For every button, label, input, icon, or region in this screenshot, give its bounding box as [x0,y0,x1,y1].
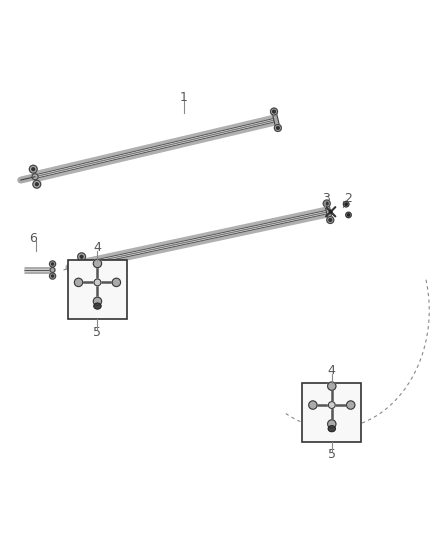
Circle shape [83,270,86,273]
Polygon shape [325,203,332,221]
Circle shape [51,263,54,265]
Text: 5: 5 [93,326,102,338]
Circle shape [328,402,335,408]
Circle shape [346,401,355,409]
Circle shape [51,275,54,277]
Text: 1: 1 [180,91,188,104]
Bar [68,260,127,319]
Text: 4: 4 [94,241,101,254]
Text: 2: 2 [344,192,352,205]
Text: 4: 4 [328,364,336,377]
Circle shape [29,165,37,173]
Text: 6: 6 [29,231,37,245]
Circle shape [271,108,278,115]
Ellipse shape [328,426,336,432]
Circle shape [94,279,101,286]
Polygon shape [272,111,280,128]
Circle shape [272,110,276,113]
Circle shape [32,168,35,171]
Circle shape [309,401,317,409]
Circle shape [93,297,102,305]
Circle shape [78,253,85,261]
Circle shape [112,278,120,287]
Circle shape [346,212,351,217]
Circle shape [74,278,83,287]
Circle shape [49,261,56,267]
Circle shape [80,255,83,258]
Circle shape [80,261,86,268]
Circle shape [325,202,328,205]
Circle shape [343,201,349,207]
Circle shape [329,211,332,213]
Circle shape [328,420,336,428]
Text: 3: 3 [322,192,330,205]
Circle shape [327,216,334,223]
Circle shape [32,174,38,180]
Circle shape [347,214,350,216]
Circle shape [323,200,330,207]
Ellipse shape [94,303,101,309]
Circle shape [329,219,332,221]
Text: 5: 5 [328,448,336,462]
Bar [302,383,361,442]
Circle shape [49,273,56,279]
Circle shape [50,268,55,272]
Circle shape [93,260,102,268]
Circle shape [33,180,41,188]
Circle shape [345,203,347,205]
Circle shape [328,382,336,390]
Circle shape [276,126,279,130]
Circle shape [274,124,281,132]
Circle shape [81,268,89,276]
Circle shape [35,183,38,185]
